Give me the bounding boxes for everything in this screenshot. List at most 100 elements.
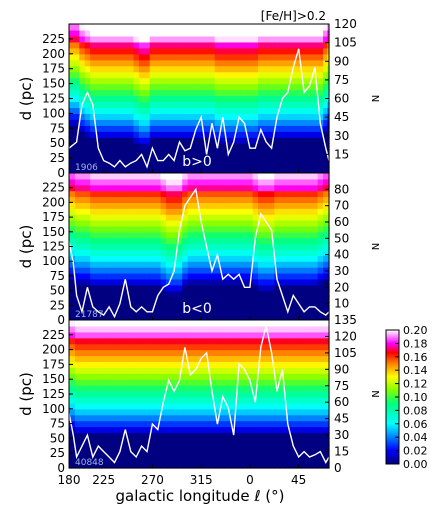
heatmap-cell: [187, 308, 194, 315]
heatmap-cell: [69, 385, 72, 392]
heatmap-cell: [106, 137, 113, 144]
heatmap-cell: [203, 29, 210, 37]
heatmap-cell: [220, 402, 227, 410]
heatmap-cell: [225, 113, 232, 120]
heatmap-cell: [214, 379, 221, 386]
heatmap-cell: [69, 325, 72, 333]
heatmap-cell: [165, 24, 172, 31]
heatmap-cell: [69, 396, 72, 404]
heatmap-cell: [138, 178, 145, 186]
heatmap-cell: [171, 426, 178, 434]
heatmap-cell: [128, 53, 135, 61]
heatmap-cell: [182, 220, 189, 227]
heatmap-cell: [90, 278, 97, 286]
heatmap-cell: [69, 149, 74, 156]
heatmap-cell: [122, 355, 129, 363]
heatmap-cell: [100, 272, 107, 280]
heatmap-cell: [236, 131, 243, 138]
heatmap-cell: [301, 243, 308, 251]
heatmap-cell: [203, 325, 210, 333]
heatmap-cell: [312, 155, 319, 162]
heatmap-cell: [301, 83, 308, 91]
heatmap-cell: [285, 361, 292, 368]
heatmap-cell: [117, 83, 124, 91]
heatmap-cell: [301, 349, 308, 357]
heatmap-cell: [301, 249, 308, 256]
heatmap-cell: [187, 35, 194, 43]
heatmap-cell: [155, 95, 162, 103]
heatmap-cell: [79, 261, 86, 268]
heatmap-cell: [79, 325, 86, 333]
heatmap-cell: [323, 320, 328, 327]
heatmap-cell: [79, 65, 86, 73]
y-tick-label: 100: [42, 254, 65, 268]
heatmap-cell: [241, 396, 248, 404]
y-axis-label: d (pc): [17, 225, 35, 269]
heatmap-cell: [258, 24, 265, 31]
heatmap-cell: [241, 462, 248, 469]
heatmap-cell: [225, 101, 232, 109]
heatmap-cell: [122, 343, 129, 351]
heatmap-cell: [193, 314, 200, 321]
heatmap-cell: [128, 47, 135, 55]
heatmap-cell: [176, 202, 183, 209]
heatmap-cell: [258, 337, 265, 345]
heatmap-cell: [252, 47, 259, 55]
heatmap-cell: [149, 255, 156, 262]
heatmap-cell: [122, 41, 129, 49]
heatmap-cell: [79, 149, 86, 156]
heatmap-cell: [295, 379, 302, 386]
heatmap-cell: [252, 167, 259, 174]
heatmap-cell: [295, 190, 302, 198]
heatmap-cell: [84, 367, 91, 374]
heatmap-cell: [323, 373, 328, 380]
heatmap-cell: [84, 47, 91, 55]
heatmap-cell: [285, 261, 292, 268]
heatmap-cell: [69, 41, 74, 49]
heatmap-cell: [128, 444, 135, 451]
heatmap-cell: [106, 373, 113, 380]
n-tick-label: 30: [334, 428, 349, 442]
heatmap-cell: [252, 450, 259, 457]
heatmap-cell: [111, 131, 118, 138]
heatmap-cell: [138, 261, 145, 268]
heatmap-cell: [252, 178, 259, 186]
heatmap-cell: [236, 314, 243, 321]
heatmap-cell: [323, 426, 328, 434]
heatmap-cell: [128, 308, 135, 315]
heatmap-cell: [312, 59, 319, 67]
heatmap-cell: [100, 420, 107, 428]
heatmap-cell: [138, 131, 145, 138]
heatmap-cell: [220, 284, 227, 292]
heatmap-cell: [290, 113, 297, 120]
heatmap-cell: [290, 173, 297, 180]
heatmap-cell: [323, 196, 328, 203]
y-tick-label: 25: [50, 446, 65, 460]
heatmap-cell: [236, 202, 243, 209]
heatmap-cell: [230, 349, 237, 357]
heatmap-cell: [171, 444, 178, 451]
heatmap-cell: [138, 343, 145, 351]
heatmap-cell: [122, 143, 129, 150]
heatmap-cell: [187, 173, 194, 180]
heatmap-cell: [165, 343, 172, 351]
heatmap-cell: [225, 355, 232, 363]
heatmap-cell: [230, 278, 237, 286]
heatmap-cell: [258, 225, 265, 233]
heatmap-cell: [317, 77, 324, 85]
heatmap-cell: [236, 71, 243, 79]
heatmap-cell: [279, 432, 286, 439]
heatmap-cell: [306, 426, 313, 434]
heatmap-cell: [220, 65, 227, 73]
heatmap-cell: [323, 385, 328, 392]
heatmap-cell: [155, 255, 162, 262]
heatmap-cell: [290, 196, 297, 203]
heatmap-cell: [106, 119, 113, 126]
heatmap-cell: [295, 173, 302, 180]
heatmap-cell: [155, 450, 162, 457]
heatmap-cell: [155, 161, 162, 168]
panel-2: 0255075100125150175200225102030405060708…: [17, 172, 380, 327]
heatmap-cell: [312, 196, 319, 203]
heatmap-cell: [274, 349, 281, 357]
heatmap-cell: [268, 337, 275, 345]
